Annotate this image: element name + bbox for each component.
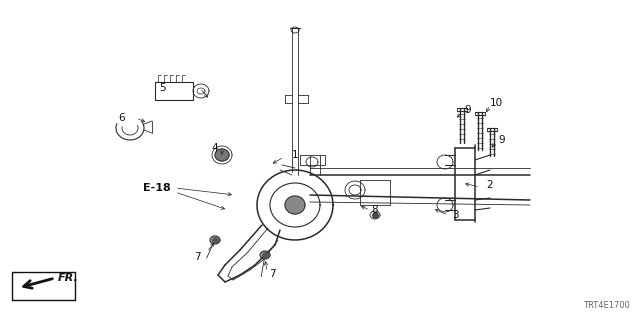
Polygon shape: [215, 149, 229, 161]
Text: E-18: E-18: [143, 183, 171, 193]
Text: 6: 6: [118, 113, 125, 123]
Text: 3: 3: [452, 210, 458, 220]
Text: 1: 1: [292, 150, 298, 160]
Polygon shape: [210, 236, 220, 244]
Text: 9: 9: [499, 135, 506, 145]
Text: FR.: FR.: [58, 273, 79, 283]
Text: 9: 9: [465, 105, 471, 115]
Polygon shape: [285, 196, 305, 214]
Text: TRT4E1700: TRT4E1700: [583, 301, 630, 310]
Text: 4: 4: [212, 143, 218, 153]
Polygon shape: [260, 251, 270, 259]
Text: 8: 8: [372, 205, 378, 215]
Text: 5: 5: [160, 83, 166, 93]
Text: 7: 7: [194, 252, 200, 262]
Text: 2: 2: [486, 180, 493, 190]
Text: 10: 10: [490, 98, 502, 108]
Text: 7: 7: [269, 269, 275, 279]
